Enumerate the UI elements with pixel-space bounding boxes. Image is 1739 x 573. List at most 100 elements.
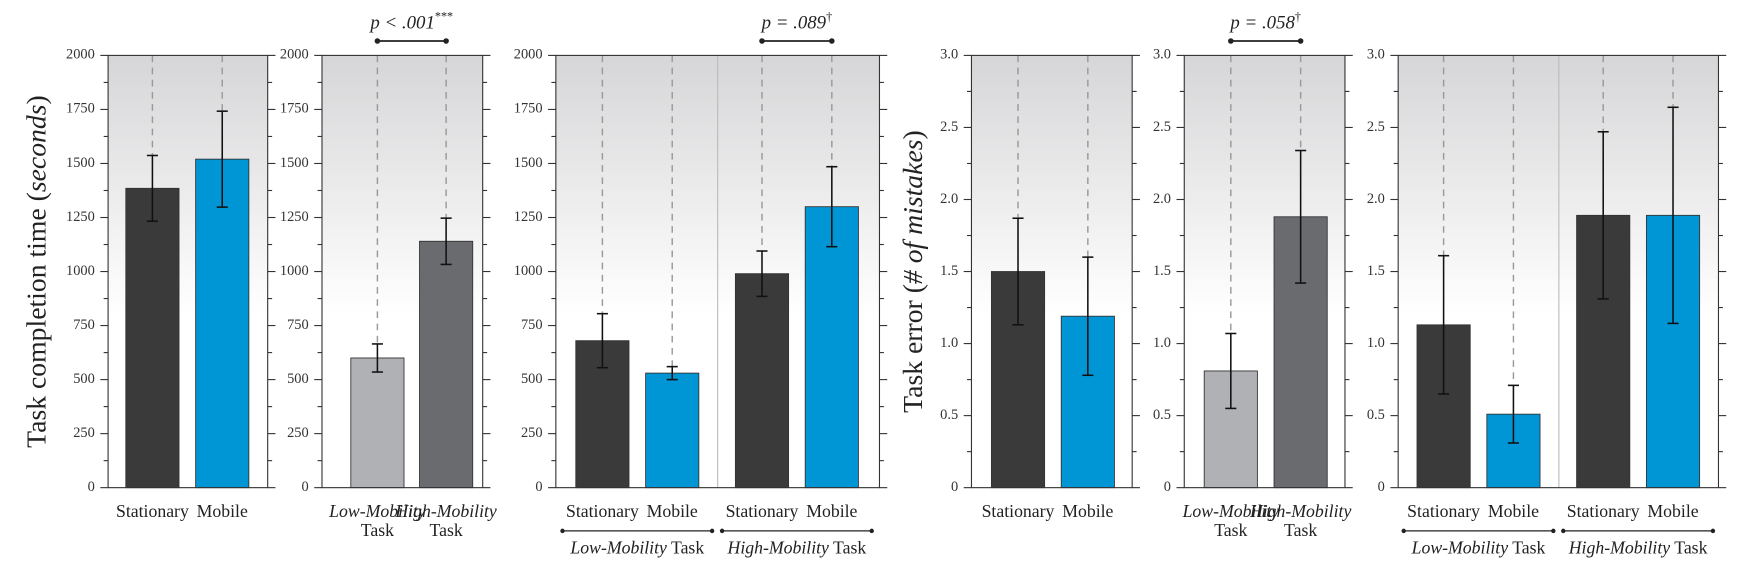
error-bar (371, 343, 383, 373)
x-tick-label: Mobile (647, 501, 698, 521)
group-label-italic: Low-Mobility (569, 538, 667, 558)
group-label-italic: High-Mobility (727, 538, 830, 558)
error-bar (1667, 106, 1679, 325)
plot-frame (321, 54, 484, 489)
x-tick-label: Mobile (1647, 501, 1698, 521)
x-tick-label: Stationary (982, 501, 1055, 521)
error-bar (756, 250, 768, 298)
y-tick-label: 1.0 (940, 335, 958, 351)
group-label-rest: Task (829, 538, 866, 558)
y-tick-label: 2000 (280, 47, 309, 63)
y-tick-label: 0.5 (1153, 407, 1171, 423)
group-label: Low-Mobility Task (1411, 538, 1546, 558)
y-tick-label: 1000 (514, 263, 543, 279)
y-tick-label: 1250 (514, 209, 543, 225)
y-tick-label: 500 (521, 371, 543, 387)
bar (195, 158, 250, 489)
group-line-end (709, 528, 715, 534)
y-tick-label: 1.5 (1367, 263, 1385, 279)
annotation-sup: *** (435, 10, 453, 24)
x-tick-label: Task (1284, 520, 1317, 540)
error-bar (1012, 217, 1024, 326)
group-line-end (1401, 528, 1406, 534)
plot-frame (970, 54, 1133, 489)
x-tick-label: Stationary (1567, 501, 1640, 521)
y-tick-label: 2000 (66, 47, 95, 63)
x-tick-label: Stationary (726, 501, 799, 521)
y-tick-label: 1.0 (1153, 335, 1171, 351)
error-bar (1438, 254, 1450, 395)
group-label-rest: Task (1670, 538, 1707, 558)
x-tick-label: Mobile (1488, 501, 1539, 521)
annotation-sup: † (1295, 10, 1301, 24)
annotation-end (1297, 38, 1304, 44)
bar (350, 357, 405, 489)
y-tick-label: 250 (521, 425, 543, 441)
y-axis-label: Task error (# of mistakes) (897, 130, 928, 413)
y-axis-label-part: ) (897, 130, 928, 139)
group-line-end (560, 528, 565, 534)
error-bar (1295, 149, 1307, 284)
group-line-end (1710, 528, 1716, 534)
y-axis-label-part: seconds (21, 104, 52, 192)
y-tick-label: 750 (287, 317, 309, 333)
y-tick-label: 1.5 (940, 263, 958, 279)
annotation-sup: † (826, 10, 832, 24)
y-tick-label: 1.5 (1153, 263, 1171, 279)
plot-frame (107, 54, 269, 489)
x-tick-label: Low-Mobility (1182, 501, 1280, 521)
y-tick-label: 0 (951, 479, 958, 495)
annotation-end (829, 38, 835, 44)
plot-frame (555, 54, 881, 489)
y-tick-label: 1500 (514, 155, 543, 171)
bar (734, 273, 790, 489)
y-tick-label: 500 (73, 371, 95, 387)
x-tick-label: Task (1214, 520, 1247, 540)
group-label: High-Mobility Task (1568, 538, 1708, 558)
annotation: p = .058† (1228, 10, 1301, 34)
y-tick-label: 2000 (514, 47, 543, 63)
y-tick-label: 1000 (280, 263, 309, 279)
annotation: p < .001*** (368, 10, 453, 34)
x-tick-label: Stationary (566, 501, 639, 521)
y-tick-label: 1250 (280, 209, 309, 225)
annotation-text: p = .089 (760, 13, 827, 34)
error-bar (216, 110, 228, 208)
annotation: p = .089† (760, 10, 833, 34)
y-tick-label: 0 (301, 479, 308, 495)
bar (419, 240, 474, 489)
annotation-end (443, 38, 449, 44)
bar (804, 206, 859, 489)
y-tick-label: 250 (287, 425, 309, 441)
annotation-end (1228, 38, 1234, 44)
y-tick-label: 1500 (280, 155, 309, 171)
y-tick-label: 3.0 (940, 47, 958, 63)
group-label: High-Mobility Task (727, 538, 867, 558)
x-tick-label: Low-Mobility (328, 501, 426, 521)
y-tick-label: 1.0 (1367, 335, 1385, 351)
group-label: Low-Mobility Task (569, 538, 704, 558)
y-tick-label: 2.0 (1153, 191, 1171, 207)
y-tick-label: 0 (88, 479, 95, 495)
y-tick-label: 2.5 (940, 119, 958, 135)
bar (645, 372, 700, 489)
bar (125, 187, 180, 489)
y-tick-label: 1500 (66, 155, 95, 171)
group-line-end (719, 528, 725, 534)
annotation-text: p = .058 (1228, 13, 1295, 34)
error-bar (1225, 332, 1237, 410)
y-tick-label: 1000 (66, 263, 95, 279)
y-tick-label: 0.5 (940, 407, 958, 423)
y-tick-label: 2.5 (1153, 119, 1171, 135)
y-tick-label: 2.0 (1367, 191, 1385, 207)
plot-frame (1397, 54, 1720, 489)
error-bar (596, 312, 608, 369)
y-tick-label: 750 (73, 317, 95, 333)
y-axis-label-part: Task completion time ( (21, 192, 52, 448)
error-bar (1597, 131, 1609, 300)
y-tick-label: 1750 (66, 101, 95, 117)
error-bar (826, 165, 838, 248)
annotation-end (374, 38, 381, 44)
x-tick-label: Task (430, 520, 463, 540)
